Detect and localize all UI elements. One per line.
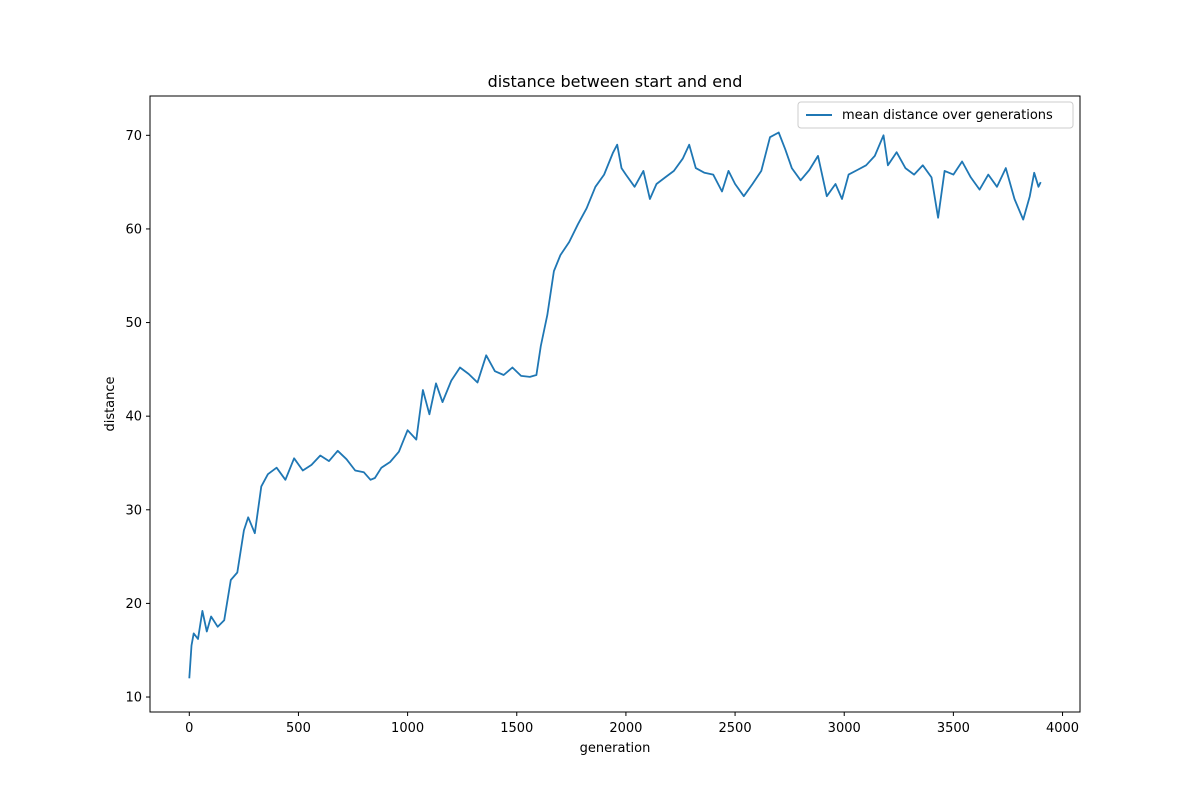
y-tick-label: 60 [125,222,142,237]
x-tick-label: 2000 [609,721,642,736]
y-tick-label: 40 [125,410,142,425]
y-tick-label: 50 [125,316,142,331]
y-tick-label: 10 [125,691,142,706]
legend: mean distance over generations [797,101,1074,129]
chart-title: distance between start and end [488,72,743,91]
x-tick-label: 0 [185,721,193,736]
legend-label: mean distance over generations [842,108,1053,123]
x-tick-label: 1000 [391,721,424,736]
series-line [188,131,1042,679]
x-tick-label: 3500 [937,721,970,736]
x-tick-label: 2500 [719,721,752,736]
y-tick-label: 20 [125,597,142,612]
legend-box [797,101,1074,129]
x-ticks: 0 500 1000 1500 2000 2500 3000 3500 4000 [185,712,1079,736]
y-tick-label: 30 [125,503,142,518]
plot-area [188,131,1042,679]
y-axis-label: distance [103,376,118,431]
y-tick-label: 70 [125,129,142,144]
axes-frame [149,95,1081,713]
x-tick-label: 500 [286,721,311,736]
x-tick-label: 4000 [1046,721,1079,736]
x-tick-label: 3000 [828,721,861,736]
x-tick-label: 1500 [500,721,533,736]
y-ticks: 10 20 30 40 50 60 70 [125,129,150,706]
x-axis-label: generation [580,741,651,756]
